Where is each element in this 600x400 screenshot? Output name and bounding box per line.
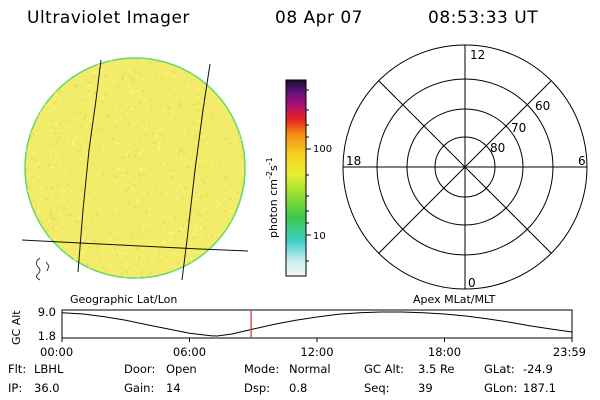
parallel-line	[21, 239, 249, 252]
chart-frame	[61, 309, 573, 339]
param-value: 0.8	[289, 381, 308, 395]
altitude-chart: 00:00 06:00 12:00 18:00 23:59 9.0 1.8 GC Alt	[10, 305, 586, 359]
x-tick-label: 00:00	[40, 345, 73, 359]
date-label: 08 Apr 07	[275, 8, 363, 28]
param-label: Mode:	[244, 362, 280, 376]
colorbar: 100 10 photon cm-2s-1	[265, 79, 332, 277]
meridian-line	[77, 59, 102, 273]
colorbar-scale	[285, 79, 307, 277]
colorbar-tick-label: 100	[313, 144, 332, 155]
param-label: GC Alt:	[364, 362, 405, 376]
param-label: Seq:	[364, 381, 390, 395]
y-tick-label: 9.0	[38, 305, 56, 319]
param-value: LBHL	[34, 362, 64, 376]
param-value: 36.0	[34, 381, 60, 395]
param-value: 14	[166, 381, 181, 395]
polar-diagonal	[378, 80, 552, 254]
param-label: GLat:	[484, 362, 515, 376]
y-tick-label: 1.8	[38, 329, 56, 343]
param-value: Normal	[289, 362, 331, 376]
mlt-label-0: 0	[468, 276, 476, 290]
mlt-label-6: 6	[578, 154, 586, 168]
app-title: Ultraviolet Imager	[27, 8, 190, 28]
param-value: 39	[418, 381, 433, 395]
uv-image-disk	[21, 57, 249, 281]
mlat-label-80: 80	[490, 141, 505, 155]
mlt-label-18: 18	[346, 154, 361, 168]
param-label: IP:	[8, 381, 23, 395]
colorbar-minor-ticks	[306, 89, 309, 262]
mlat-label-70: 70	[511, 121, 526, 135]
x-tick-label: 12:00	[300, 345, 333, 359]
x-tick-label: 18:00	[428, 345, 461, 359]
param-label: Flt:	[8, 362, 27, 376]
coastline-fragment	[36, 257, 50, 281]
x-tick-label: 23:59	[553, 345, 586, 359]
param-label: GLon:	[484, 381, 518, 395]
param-value: -24.9	[523, 362, 553, 376]
colorbar-unit-label: photon cm-2s-1	[265, 157, 280, 238]
geo-grid-lines	[21, 59, 249, 281]
x-tick-label: 06:00	[173, 345, 206, 359]
param-value: 187.1	[523, 381, 556, 395]
param-value: Open	[166, 362, 197, 376]
polar-plot	[342, 44, 588, 290]
param-label: Door:	[124, 362, 156, 376]
altitude-series-line	[61, 311, 573, 337]
y-axis-label: GC Alt	[10, 310, 23, 345]
mlat-label-60: 60	[535, 99, 550, 113]
apex-caption: Apex MLat/MLT	[413, 293, 496, 306]
time-label: 08:53:33 UT	[428, 8, 539, 28]
geographic-caption: Geographic Lat/Lon	[70, 293, 177, 306]
param-label: Dsp:	[244, 381, 271, 395]
meridian-line	[181, 63, 211, 281]
colorbar-tick-label: 10	[313, 231, 326, 242]
param-label: Gain:	[124, 381, 155, 395]
mlt-label-12: 12	[470, 48, 485, 62]
param-value: 3.5 Re	[418, 362, 455, 376]
